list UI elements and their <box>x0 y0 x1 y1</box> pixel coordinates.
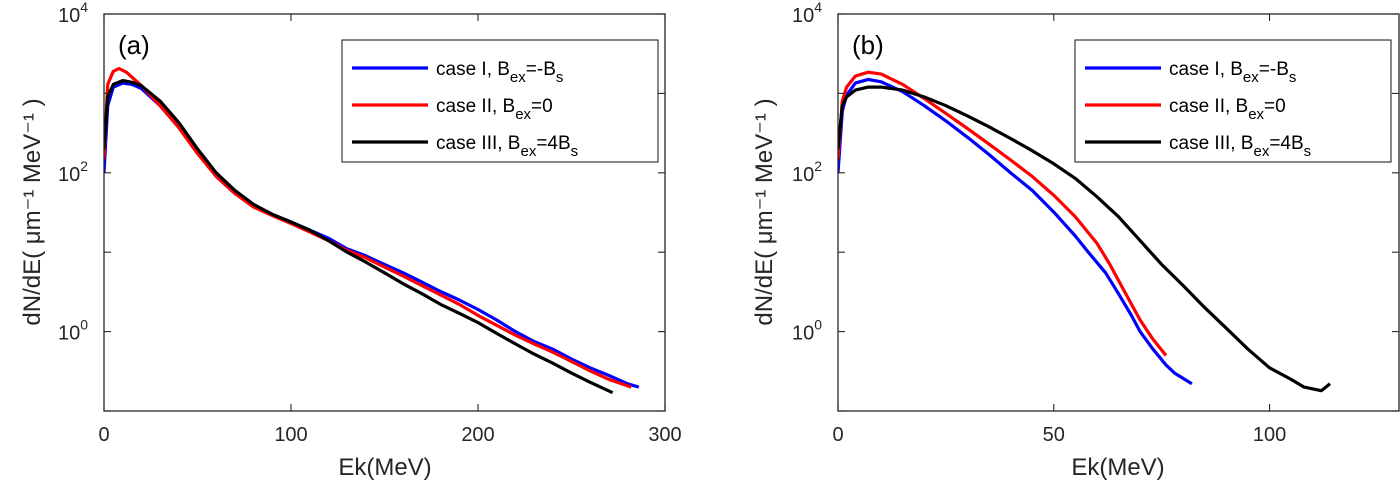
panel-b-ticks: 0 50 100 100 102 104 <box>792 0 1399 446</box>
x-tick-label: 100 <box>1253 424 1286 446</box>
x-tick-label: 100 <box>274 424 307 446</box>
panel-b-y-axis-label: dN/dE( μm⁻¹ MeV⁻¹ ) <box>751 98 778 325</box>
panel-a-ticks: 0 100 200 300 100 102 104 <box>58 0 682 446</box>
y-tick-label: 104 <box>792 0 822 27</box>
panel-b-plot: 0 50 100 100 102 104 (b) Ek(MeV) dN/dE( μm⁻¹ … <box>751 0 1400 481</box>
panel-a-legend: case I, Bex=-Bs case II, Bex=0 case III, B… <box>341 39 659 163</box>
legend-label-3: case III, Bex=4Bs <box>1169 133 1311 160</box>
x-tick-label: 200 <box>461 424 494 446</box>
panel-a-y-axis-label: dN/dE( μm⁻¹ MeV⁻¹ ) <box>19 98 46 325</box>
series-line-1 <box>838 77 1193 386</box>
y-tick-label: 100 <box>58 317 88 345</box>
legend-label-1: case I, Bex=-Bs <box>436 59 563 86</box>
panel-b-legend: case I, Bex=-Bs case II, Bex=0 case III, B… <box>1074 39 1392 163</box>
x-tick-label: 0 <box>832 424 843 446</box>
x-tick-label: 50 <box>1043 424 1065 446</box>
x-tick-label: 0 <box>98 424 109 446</box>
y-tick-label: 104 <box>58 0 88 27</box>
y-tick-label: 102 <box>58 158 88 186</box>
legend-label-3: case III, Bex=4Bs <box>436 133 578 160</box>
x-tick-label: 300 <box>648 424 681 446</box>
y-tick-label: 100 <box>792 317 822 345</box>
panel-b-x-axis-label: Ek(MeV) <box>1071 454 1164 481</box>
series-line-2 <box>838 70 1168 357</box>
panel-b-label: (b) <box>852 30 884 60</box>
panel-a-series <box>104 67 640 395</box>
panel-a-plot: 0 100 200 300 100 102 104 (a) Ek(MeV) dN/dE( μ… <box>19 0 682 481</box>
panel-b-axes-frame <box>837 13 1400 412</box>
panel-a-axes-frame <box>103 13 666 412</box>
series-line-3 <box>838 85 1331 393</box>
panel-a-label: (a) <box>118 30 150 60</box>
panel-a-x-axis-label: Ek(MeV) <box>338 454 431 481</box>
panel-b-series <box>838 70 1331 393</box>
y-tick-label: 102 <box>792 158 822 186</box>
legend-label-1: case I, Bex=-Bs <box>1169 59 1296 86</box>
legend-label-2: case II, Bex=0 <box>436 96 553 123</box>
series-line-3 <box>104 79 614 395</box>
legend-label-2: case II, Bex=0 <box>1169 96 1286 123</box>
